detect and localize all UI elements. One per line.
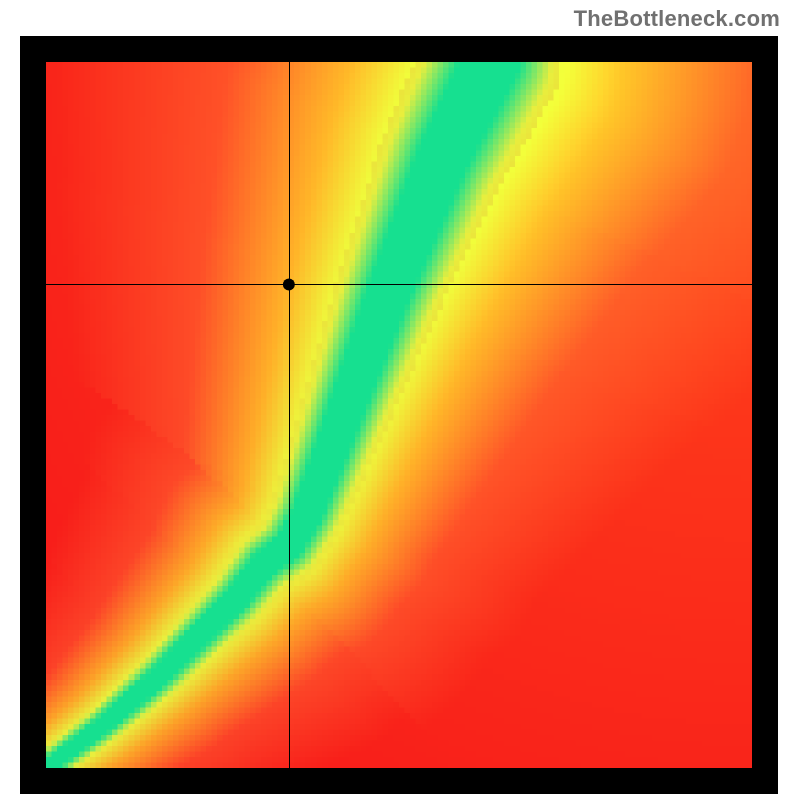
overlay-canvas [20,36,778,794]
watermark-text: TheBottleneck.com [574,6,780,32]
root: TheBottleneck.com [0,0,800,800]
plot-frame [20,36,778,794]
